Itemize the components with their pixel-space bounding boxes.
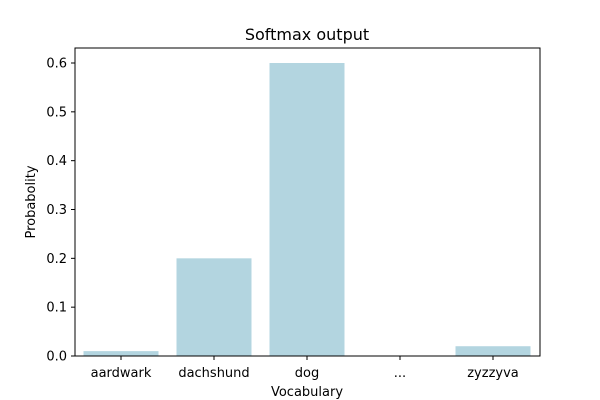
bar	[269, 63, 345, 356]
bar	[83, 351, 159, 356]
y-tick-label: 0.5	[46, 105, 67, 120]
bars-group	[83, 63, 531, 356]
x-axis-ticks: aardwark dachshund dog... zyzzyva	[91, 356, 519, 381]
x-tick-label: dog	[295, 366, 319, 381]
x-tick-label: ...	[394, 366, 406, 381]
bar	[176, 258, 252, 356]
plot-frame	[74, 47, 541, 357]
x-axis-label: Vocabulary	[271, 385, 343, 400]
y-tick-label: 0.2	[46, 252, 67, 267]
y-axis-label: Probabolity	[24, 165, 39, 238]
y-tick-label: 0.4	[46, 154, 67, 169]
y-tick-label: 0.3	[46, 203, 67, 218]
bar	[455, 346, 531, 356]
x-tick-label: zyzzyva	[467, 366, 519, 381]
x-tick-label: aardwark	[91, 366, 152, 381]
x-tick-label: dachshund	[178, 366, 249, 381]
y-tick-label: 0.0	[46, 350, 67, 365]
y-tick-label: 0.1	[46, 301, 67, 316]
chart-title: Softmax output	[245, 25, 369, 44]
y-tick-label: 0.6	[46, 57, 67, 72]
y-axis-ticks: 0.0 0.1 0.2 0.3 0.4 0.5 0.6	[46, 57, 75, 365]
